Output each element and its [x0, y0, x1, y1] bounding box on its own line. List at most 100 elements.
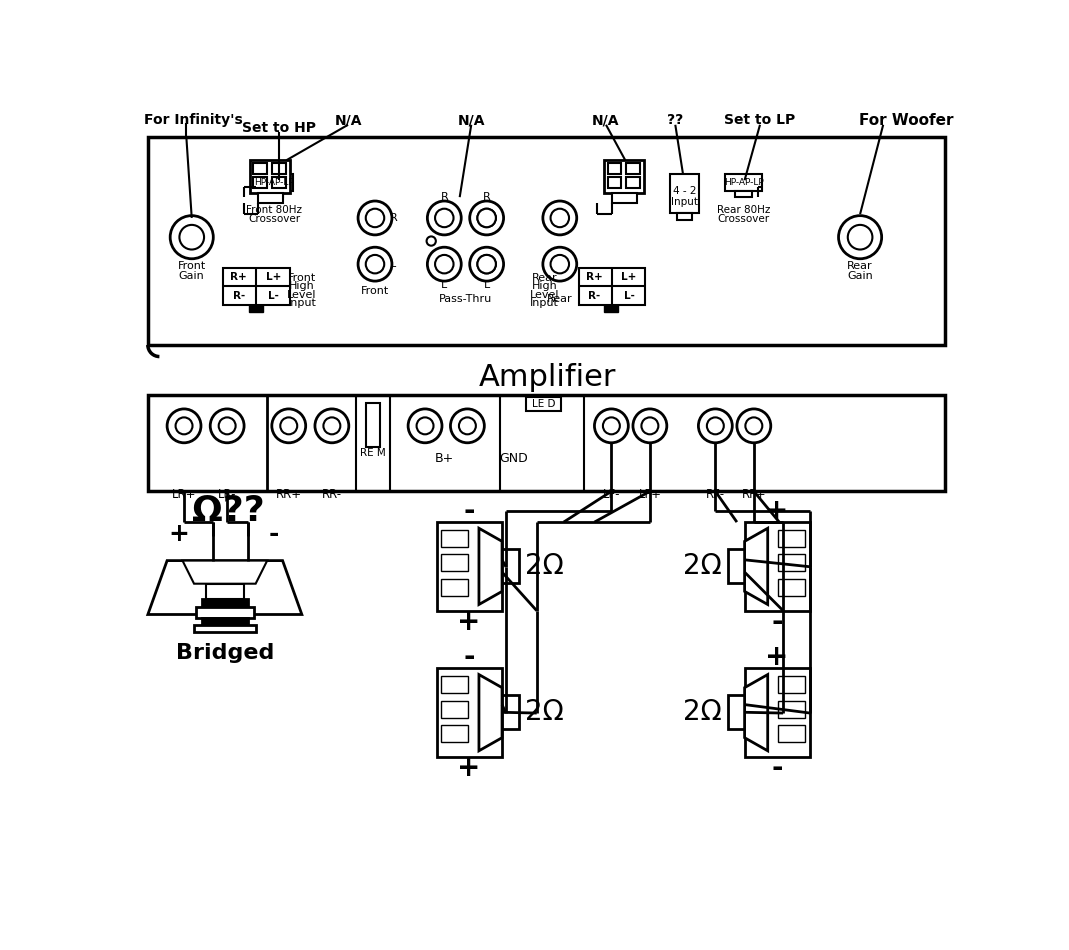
Bar [148, 137, 945, 345]
Circle shape [543, 247, 577, 281]
Bar [272, 163, 285, 174]
Bar [205, 583, 244, 599]
Circle shape [180, 225, 204, 250]
Polygon shape [479, 528, 502, 604]
Text: 2Ω: 2Ω [683, 698, 722, 727]
Bar [745, 522, 810, 611]
Text: LR+: LR+ [172, 488, 197, 501]
Polygon shape [183, 560, 267, 583]
Text: RF-: RF- [706, 488, 725, 501]
Text: Level: Level [529, 290, 559, 300]
Polygon shape [148, 560, 301, 615]
Circle shape [366, 255, 384, 274]
Bar [670, 174, 699, 213]
Bar [148, 395, 945, 491]
Text: +: + [168, 522, 189, 545]
Text: Bridged: Bridged [175, 643, 274, 663]
Text: Gain: Gain [179, 271, 204, 280]
Text: GND: GND [499, 452, 528, 466]
Text: High: High [289, 281, 314, 292]
Bar [626, 163, 640, 174]
Bar [223, 268, 290, 305]
Text: Gain: Gain [848, 271, 873, 280]
Text: Amplifier: Amplifier [479, 363, 616, 391]
Text: LF+: LF+ [638, 488, 662, 501]
Circle shape [211, 408, 244, 443]
Bar [526, 397, 561, 411]
Bar [778, 530, 805, 547]
Bar [366, 403, 379, 447]
Bar [613, 193, 637, 203]
Bar [778, 580, 805, 596]
Bar [579, 268, 646, 305]
Text: Rear: Rear [848, 261, 873, 272]
Text: Front 80Hz: Front 80Hz [246, 205, 303, 216]
Text: For Infinity's: For Infinity's [144, 113, 243, 127]
Bar [745, 669, 810, 757]
Circle shape [745, 417, 762, 434]
Circle shape [167, 408, 201, 443]
Circle shape [219, 417, 235, 434]
Bar [728, 695, 745, 730]
Text: -: - [463, 497, 475, 524]
Bar [255, 174, 293, 191]
Bar [441, 555, 468, 571]
Text: Set to LP: Set to LP [725, 113, 795, 127]
Bar [195, 624, 255, 632]
Circle shape [551, 255, 569, 274]
Circle shape [427, 237, 436, 246]
Bar [607, 163, 621, 174]
Circle shape [366, 209, 384, 227]
Circle shape [478, 255, 496, 274]
Text: 2Ω: 2Ω [525, 698, 563, 727]
Bar [441, 676, 468, 694]
Bar [604, 161, 645, 193]
Polygon shape [479, 674, 502, 751]
Text: Rear 80Hz: Rear 80Hz [717, 205, 771, 216]
Circle shape [469, 201, 503, 235]
Text: R+: R+ [586, 273, 603, 282]
Text: 2Ω: 2Ω [683, 552, 722, 580]
Text: -: - [771, 754, 783, 783]
Circle shape [428, 247, 461, 281]
Circle shape [315, 408, 348, 443]
Text: +: + [458, 754, 481, 783]
Text: High: High [531, 281, 557, 292]
Text: R-: R- [233, 291, 245, 301]
Circle shape [170, 216, 214, 258]
Text: For Woofer: For Woofer [859, 113, 954, 127]
Bar [677, 213, 693, 220]
Text: Input: Input [288, 298, 316, 309]
Text: L: L [390, 259, 397, 269]
Circle shape [707, 417, 724, 434]
Circle shape [543, 201, 577, 235]
Circle shape [175, 417, 192, 434]
Text: Pass-Thru: Pass-Thru [439, 294, 493, 304]
Bar [441, 701, 468, 717]
Bar [778, 726, 805, 742]
Bar [249, 305, 263, 312]
Circle shape [408, 408, 441, 443]
Circle shape [469, 247, 503, 281]
Circle shape [417, 417, 434, 434]
Text: N/A: N/A [335, 113, 361, 127]
Text: R: R [440, 192, 448, 202]
Text: Ω??: Ω?? [192, 494, 265, 527]
Text: L: L [441, 280, 448, 290]
Circle shape [641, 417, 659, 434]
Circle shape [272, 408, 306, 443]
Bar [441, 530, 468, 547]
Text: L+: L+ [266, 273, 281, 282]
Circle shape [838, 216, 882, 258]
Text: Input: Input [530, 298, 559, 309]
Circle shape [450, 408, 484, 443]
Bar [626, 177, 640, 188]
Circle shape [324, 417, 340, 434]
Bar [436, 522, 502, 611]
Circle shape [848, 225, 872, 250]
Bar [778, 701, 805, 717]
Circle shape [633, 408, 667, 443]
Text: RR-: RR- [322, 488, 342, 501]
Text: -: - [268, 522, 279, 545]
Text: RF+: RF+ [742, 488, 766, 501]
